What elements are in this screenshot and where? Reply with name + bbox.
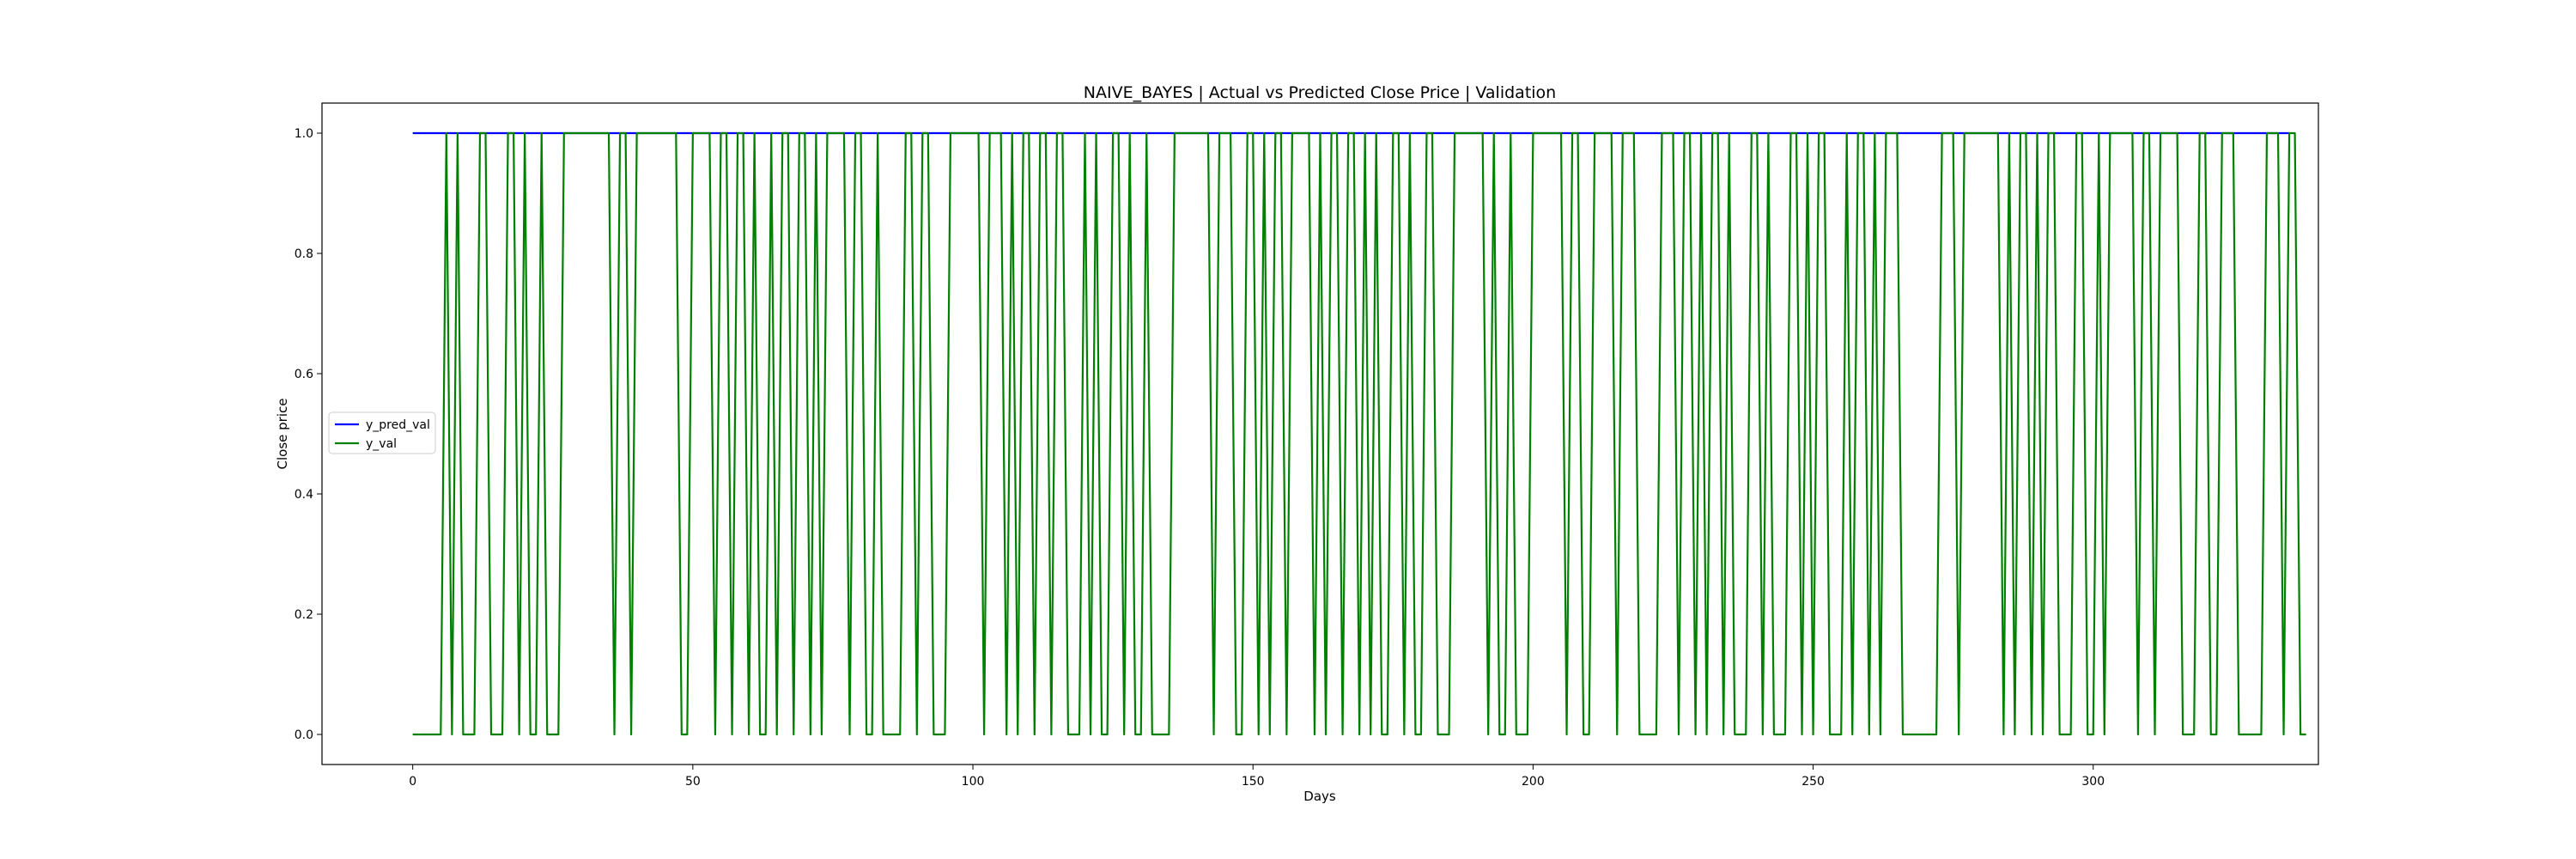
y-tick-label: 0.4 [295, 488, 313, 502]
legend-label-y-val: y_val [366, 437, 397, 451]
x-tick-label: 250 [1801, 775, 1825, 789]
x-tick-label: 50 [685, 775, 701, 789]
chart-title: NAIVE_BAYES | Actual vs Predicted Close … [1084, 83, 1556, 102]
x-tick-label: 200 [1522, 775, 1545, 789]
y-tick-label: 1.0 [295, 127, 313, 141]
y-tick-label: 0.6 [295, 368, 313, 381]
y-tick-label: 0.8 [295, 247, 313, 261]
plot-series [412, 131, 2306, 736]
x-tick-label: 100 [962, 775, 985, 789]
x-axis-label: Days [1303, 789, 1336, 804]
x-tick-label: 300 [2081, 775, 2105, 789]
legend: y_pred_val y_val [328, 411, 436, 454]
y-axis-ticks: 0.0 0.2 0.4 0.6 0.8 1.0 [295, 127, 322, 742]
x-tick-label: 150 [1242, 775, 1265, 789]
x-tick-label: 0 [409, 775, 416, 789]
y-tick-label: 0.2 [295, 608, 313, 622]
legend-label-y-pred-val: y_pred_val [366, 418, 430, 432]
plot-frame [321, 102, 2319, 765]
y-axis-label: Close price [275, 399, 290, 470]
x-axis-ticks: 0 50 100 150 200 250 300 [409, 765, 2105, 789]
series-line-y-val [412, 131, 2306, 736]
y-tick-label: 0.0 [295, 728, 313, 742]
